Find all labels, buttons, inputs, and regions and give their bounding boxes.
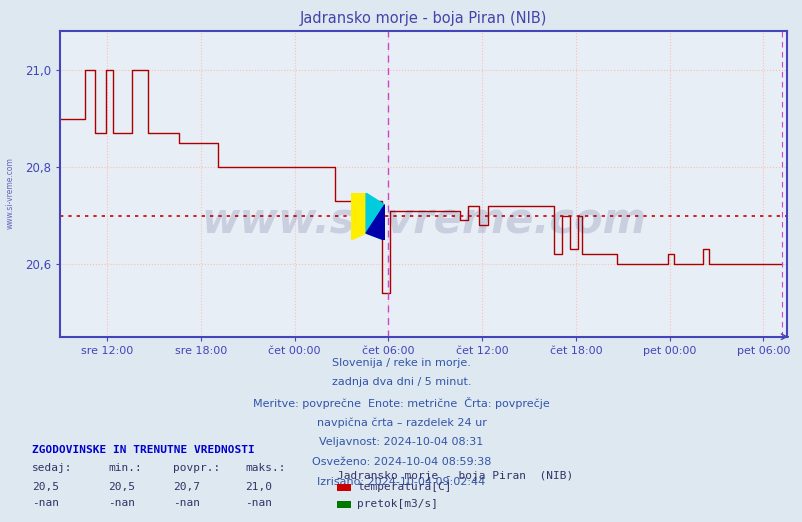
- Text: povpr.:: povpr.:: [172, 463, 220, 473]
- Text: www.si-vreme.com: www.si-vreme.com: [200, 199, 646, 242]
- Polygon shape: [366, 193, 384, 240]
- Text: Veljavnost: 2024-10-04 08:31: Veljavnost: 2024-10-04 08:31: [319, 437, 483, 447]
- Text: -nan: -nan: [245, 499, 272, 508]
- Text: Meritve: povprečne  Enote: metrične  Črta: povprečje: Meritve: povprečne Enote: metrične Črta:…: [253, 397, 549, 409]
- Text: Slovenija / reke in morje.: Slovenija / reke in morje.: [332, 358, 470, 367]
- Text: Izrisano: 2024-10-04 09:02:44: Izrisano: 2024-10-04 09:02:44: [317, 477, 485, 487]
- Text: Jadransko morje - boja Piran  (NIB): Jadransko morje - boja Piran (NIB): [337, 471, 573, 481]
- Text: min.:: min.:: [108, 463, 142, 473]
- Text: temperatura[C]: temperatura[C]: [357, 482, 452, 492]
- Text: -nan: -nan: [108, 499, 136, 508]
- Text: www.si-vreme.com: www.si-vreme.com: [6, 157, 15, 229]
- Text: maks.:: maks.:: [245, 463, 285, 473]
- Polygon shape: [350, 193, 366, 240]
- Text: sedaj:: sedaj:: [32, 463, 72, 473]
- Text: 20,7: 20,7: [172, 482, 200, 492]
- Text: 21,0: 21,0: [245, 482, 272, 492]
- Text: Osveženo: 2024-10-04 08:59:38: Osveženo: 2024-10-04 08:59:38: [311, 457, 491, 467]
- Text: -nan: -nan: [172, 499, 200, 508]
- Text: ZGODOVINSKE IN TRENUTNE VREDNOSTI: ZGODOVINSKE IN TRENUTNE VREDNOSTI: [32, 445, 254, 455]
- Text: 20,5: 20,5: [108, 482, 136, 492]
- Text: -nan: -nan: [32, 499, 59, 508]
- Polygon shape: [366, 205, 384, 240]
- Text: pretok[m3/s]: pretok[m3/s]: [357, 499, 438, 509]
- Title: Jadransko morje - boja Piran (NIB): Jadransko morje - boja Piran (NIB): [299, 11, 547, 26]
- Text: zadnja dva dni / 5 minut.: zadnja dva dni / 5 minut.: [331, 377, 471, 387]
- Text: 20,5: 20,5: [32, 482, 59, 492]
- Text: navpična črta – razdelek 24 ur: navpična črta – razdelek 24 ur: [316, 417, 486, 428]
